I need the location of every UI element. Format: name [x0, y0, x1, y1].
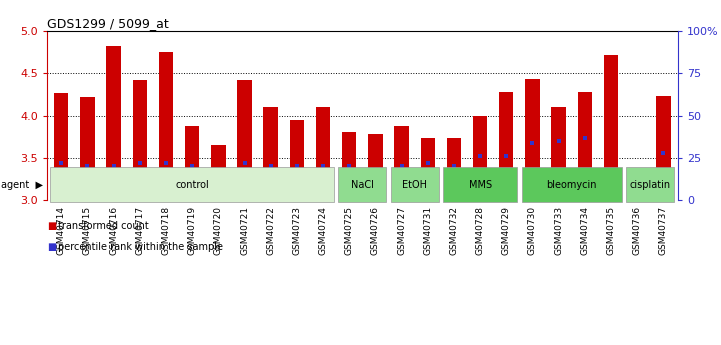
Bar [447, 138, 461, 200]
Bar [185, 126, 199, 200]
Bar [526, 79, 539, 200]
Bar [473, 116, 487, 200]
Bar [316, 107, 330, 200]
Text: transformed count: transformed count [58, 221, 149, 231]
Bar [342, 132, 356, 200]
Bar [107, 46, 121, 200]
Text: NaCl: NaCl [351, 180, 373, 189]
Text: percentile rank within the sample: percentile rank within the sample [58, 242, 223, 252]
Bar [499, 92, 513, 200]
Bar [211, 145, 226, 200]
Bar [368, 134, 383, 200]
Bar [133, 80, 147, 200]
Bar [656, 96, 671, 200]
Bar [54, 93, 68, 200]
Text: MMS: MMS [469, 180, 492, 189]
Text: bleomycin: bleomycin [547, 180, 597, 189]
Text: agent  ▶: agent ▶ [1, 180, 43, 189]
Bar [80, 97, 94, 200]
Bar [603, 55, 618, 200]
Bar [263, 107, 278, 200]
Text: ■: ■ [47, 221, 56, 231]
Bar [552, 107, 566, 200]
Text: cisplatin: cisplatin [629, 180, 671, 189]
Text: control: control [175, 180, 209, 189]
Bar [630, 172, 645, 200]
Bar [237, 80, 252, 200]
Bar [159, 52, 173, 200]
Text: EtOH: EtOH [402, 180, 427, 189]
Bar [578, 92, 592, 200]
Text: GDS1299 / 5099_at: GDS1299 / 5099_at [47, 17, 169, 30]
Bar [420, 138, 435, 200]
Bar [394, 126, 409, 200]
Bar [290, 120, 304, 200]
Text: ■: ■ [47, 242, 56, 252]
